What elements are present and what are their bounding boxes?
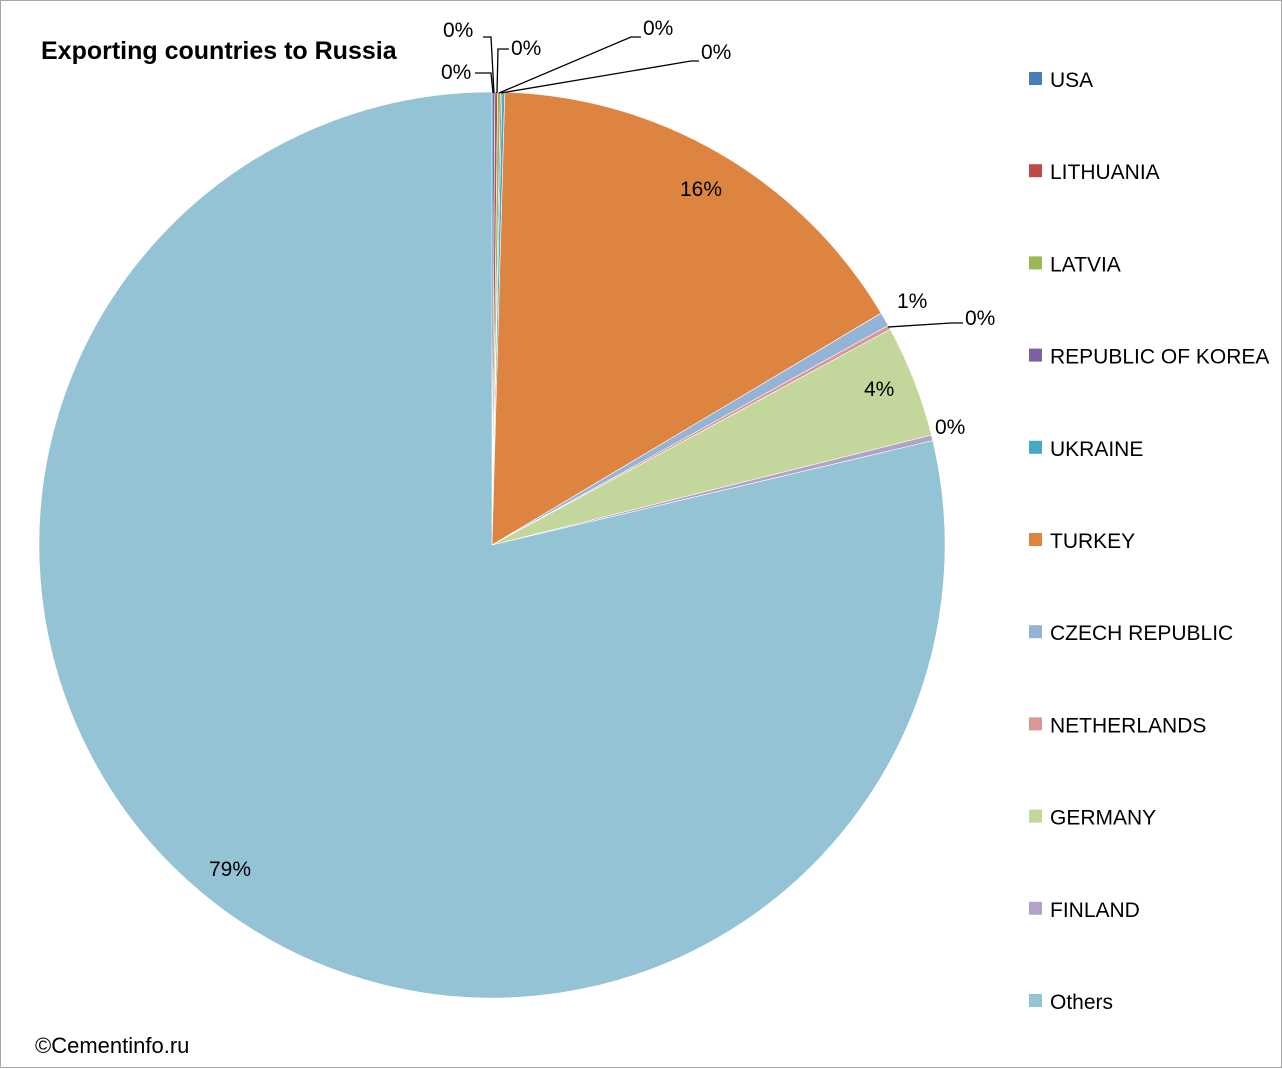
legend-label-germany: GERMANY: [1050, 807, 1156, 830]
legend: USA LITHUANIA LATVIA REPUBLIC OF KOREA UKRAI…: [1029, 69, 1269, 1014]
pie-slices: [38, 91, 946, 999]
data-label-turkey: 16%: [680, 178, 722, 201]
leader-line-netherlands: [887, 322, 963, 328]
data-label-czech-republic: 1%: [897, 290, 927, 313]
legend-label-latvia: LATVIA: [1050, 253, 1121, 276]
data-label-netherlands: 0%: [965, 307, 995, 330]
chart-title: Exporting countries to Russia: [41, 37, 398, 65]
legend-swatch-turkey: [1029, 533, 1042, 546]
legend-swatch-latvia: [1029, 256, 1042, 270]
data-labels: 0% 0% 0% 0% 0% 16% 1% 0% 4% 0% 79%: [209, 17, 995, 881]
data-label-usa: 0%: [441, 61, 471, 84]
legend-label-finland: FINLAND: [1050, 899, 1140, 922]
copyright-text: ©Cementinfo.ru: [35, 1033, 189, 1058]
data-label-ukraine: 0%: [701, 41, 731, 64]
legend-swatch-finland: [1029, 901, 1042, 915]
legend-swatch-republic-of-korea: [1029, 348, 1042, 362]
data-label-republic-of-korea: 0%: [643, 17, 673, 40]
legend-label-turkey: TURKEY: [1050, 530, 1135, 553]
legend-swatch-lithuania: [1029, 164, 1042, 178]
data-label-germany: 4%: [864, 378, 894, 401]
legend-label-usa: USA: [1050, 69, 1093, 92]
legend-swatch-ukraine: [1029, 440, 1042, 454]
legend-swatch-czech-republic: [1029, 625, 1042, 639]
legend-swatch-netherlands: [1029, 717, 1042, 731]
leader-line-republic-of-korea: [498, 36, 641, 94]
legend-label-ukraine: UKRAINE: [1050, 438, 1143, 461]
leader-line-usa: [475, 72, 494, 94]
data-label-latvia: 0%: [511, 37, 541, 60]
leader-lines: [475, 36, 963, 328]
pie-slice-turkey: [491, 91, 882, 546]
legend-swatch-germany: [1029, 809, 1042, 823]
leader-line-lithuania: [483, 36, 495, 94]
legend-label-lithuania: LITHUANIA: [1050, 161, 1160, 184]
legend-label-others: Others: [1050, 991, 1113, 1014]
legend-label-netherlands: NETHERLANDS: [1050, 714, 1206, 737]
data-label-lithuania: 0%: [443, 19, 473, 42]
legend-swatch-usa: [1029, 72, 1042, 85]
legend-label-republic-of-korea: REPUBLIC OF KOREA: [1050, 346, 1269, 369]
pie-slice-others: [38, 91, 946, 999]
data-label-others: 79%: [209, 858, 251, 881]
legend-label-czech-republic: CZECH REPUBLIC: [1050, 622, 1233, 645]
leader-line-ukraine: [500, 60, 699, 94]
leader-line-latvia: [496, 48, 509, 94]
legend-swatch-others: [1029, 994, 1042, 1007]
data-label-finland: 0%: [935, 416, 965, 439]
